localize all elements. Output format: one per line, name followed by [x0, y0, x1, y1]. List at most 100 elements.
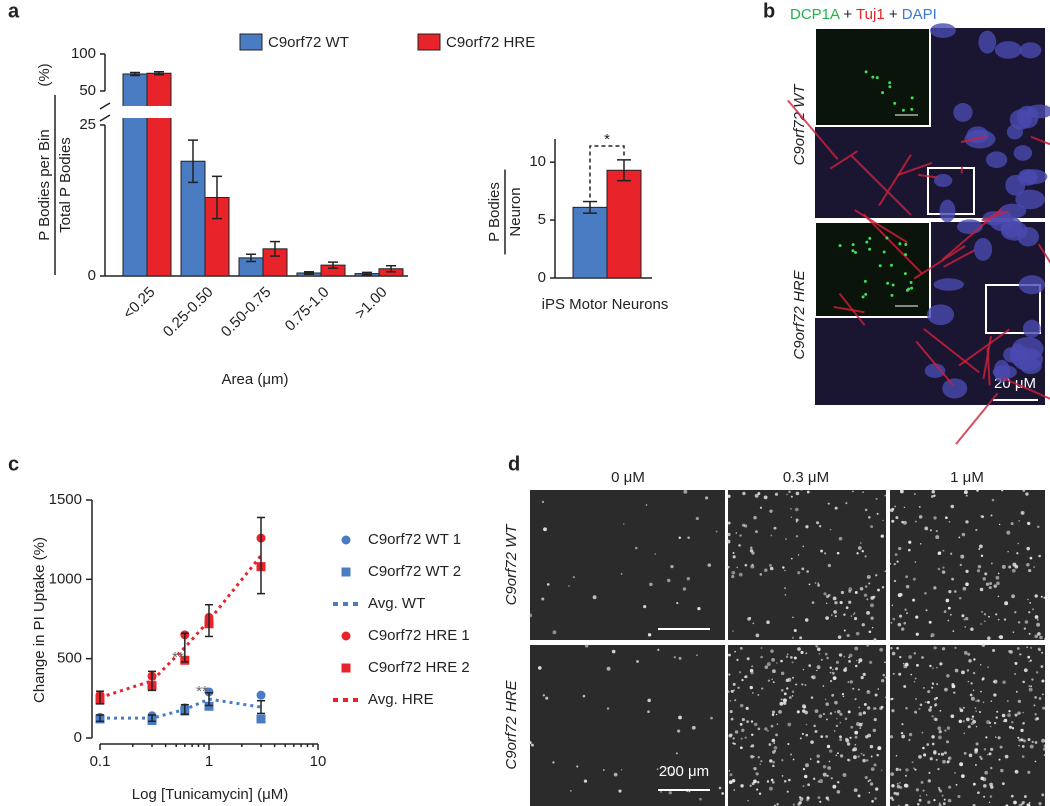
cell — [918, 515, 923, 519]
nucleus — [953, 103, 973, 122]
cell — [961, 614, 965, 618]
cell — [858, 661, 861, 664]
cell — [944, 516, 948, 520]
cell — [954, 771, 956, 774]
cell — [979, 587, 984, 592]
cell — [903, 520, 907, 525]
cell — [1014, 564, 1019, 569]
cell — [941, 647, 946, 651]
cell — [839, 738, 843, 742]
cell — [649, 582, 653, 587]
cell — [954, 646, 957, 650]
cell — [938, 802, 941, 805]
cell — [950, 714, 955, 719]
nucleus — [1013, 145, 1033, 161]
cell — [917, 802, 920, 806]
cell — [884, 696, 887, 699]
cell — [799, 796, 802, 799]
neurite — [982, 336, 993, 380]
cell — [927, 690, 931, 694]
cell — [870, 755, 873, 758]
cell — [837, 635, 842, 639]
cell — [912, 598, 916, 602]
cell — [733, 742, 736, 745]
cell — [854, 698, 857, 701]
cell — [753, 722, 758, 727]
cell — [1020, 728, 1024, 733]
nucleus — [930, 23, 956, 38]
cell — [895, 754, 898, 757]
cell — [947, 619, 950, 622]
cell — [552, 630, 557, 635]
cell — [825, 602, 828, 605]
cell — [890, 647, 893, 650]
cell — [880, 534, 884, 538]
cell — [904, 774, 907, 777]
cell — [989, 782, 993, 787]
cell — [854, 646, 859, 651]
cell — [933, 586, 937, 590]
cell — [972, 719, 977, 724]
cell — [913, 493, 916, 496]
y-tick-label: 5 — [538, 211, 546, 228]
cell — [978, 547, 981, 550]
legend-label: C9orf72 WT 2 — [368, 563, 461, 580]
micrograph-b: 20 μM DCP1A + Tuj1 + DAPI C9orf72 WT C9o… — [787, 6, 1050, 445]
cell — [842, 695, 845, 698]
cell — [749, 668, 754, 673]
cell — [710, 716, 713, 720]
granule — [888, 81, 892, 85]
cell — [636, 660, 639, 663]
cell — [829, 679, 833, 683]
cell — [925, 794, 928, 796]
trend-line — [99, 554, 263, 699]
cell — [804, 618, 809, 622]
cell — [806, 490, 810, 494]
cell — [667, 767, 670, 770]
legend-marker — [341, 567, 351, 577]
cell — [866, 575, 871, 579]
cell — [937, 752, 941, 756]
cell — [975, 742, 979, 746]
cell — [940, 752, 945, 756]
cell — [904, 803, 909, 806]
cell — [771, 750, 776, 754]
cell — [873, 706, 877, 710]
image-tile — [890, 490, 1045, 640]
cell — [835, 660, 840, 665]
cell — [1018, 745, 1020, 747]
nucleus — [993, 359, 1011, 383]
cell — [1018, 803, 1023, 806]
cell — [814, 730, 818, 734]
neurite — [1000, 376, 1050, 400]
legend-label: C9orf72 HRE 1 — [368, 627, 470, 644]
cell — [914, 520, 917, 523]
cell — [797, 554, 800, 556]
cell — [801, 732, 804, 736]
cell — [1010, 794, 1014, 798]
cell — [771, 713, 775, 716]
cell — [808, 583, 811, 586]
cell — [822, 772, 827, 777]
cell — [877, 588, 880, 592]
cell — [993, 679, 998, 684]
cell — [841, 693, 845, 696]
cell — [541, 597, 545, 601]
cell — [1001, 564, 1006, 569]
cell — [789, 656, 793, 659]
cell — [678, 536, 682, 539]
cell — [838, 536, 843, 541]
cell — [957, 794, 961, 799]
cell — [899, 786, 903, 789]
cell — [963, 732, 965, 735]
cell — [785, 655, 789, 658]
cell — [871, 626, 874, 629]
cell — [822, 764, 827, 769]
cell — [813, 724, 816, 728]
cell — [1023, 627, 1026, 630]
nucleus — [939, 199, 956, 223]
cell — [839, 600, 843, 605]
cell — [759, 506, 763, 509]
cell — [771, 658, 775, 662]
cell — [932, 667, 934, 669]
